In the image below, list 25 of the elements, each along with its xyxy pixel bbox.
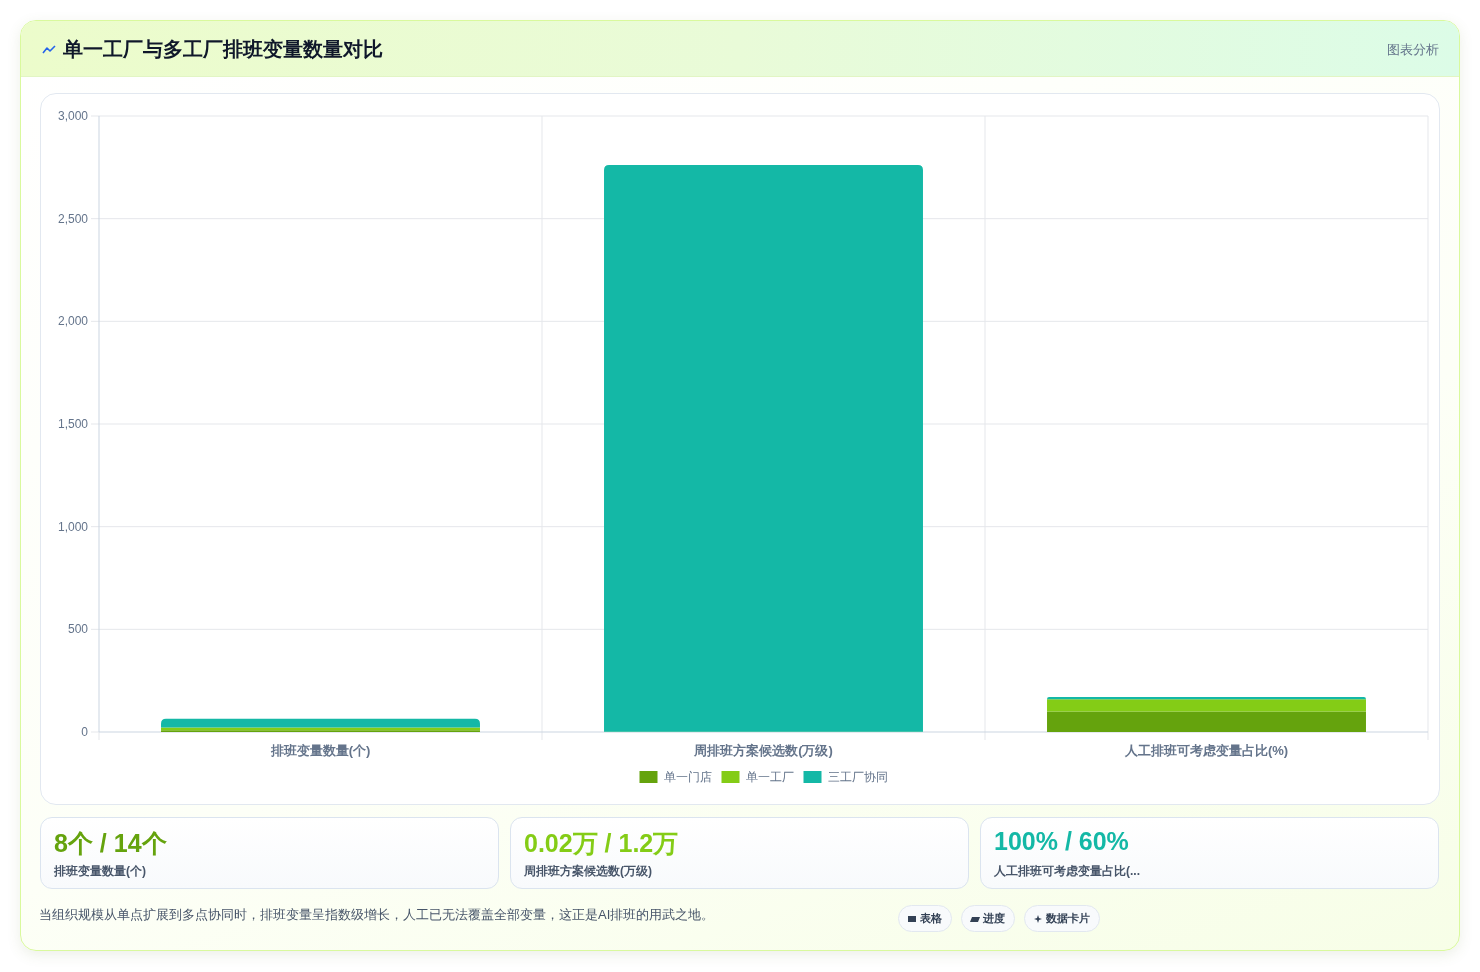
text: 周排班方案候选数(万级) — [524, 863, 652, 880]
text: 排班变量数量(个) — [54, 863, 146, 880]
legend-label: 三工厂协同 — [827, 770, 888, 784]
x-tick-label: 周排班方案候选数(万级) — [693, 743, 833, 758]
text: 0.02万 / 1.2万 — [524, 828, 679, 859]
legend-label: 单一门店 — [663, 770, 712, 784]
text: 人工排班可考虑变量占比(... — [994, 863, 1140, 880]
text: 8个 / 14个 — [54, 828, 167, 859]
y-tick-label: 2,000 — [57, 314, 89, 329]
legend-label: 单一工厂 — [745, 770, 794, 784]
text: 进度 — [983, 911, 1005, 926]
y-tick-label: 1,500 — [57, 417, 89, 431]
y-tick-label: 0 — [81, 725, 89, 739]
y-tick-label: 1,000 — [57, 519, 89, 534]
x-tick-label: 排班变量数量(个) — [269, 743, 371, 758]
text: 表格 — [920, 911, 942, 926]
text: 100% / 60% — [994, 827, 1129, 856]
text: 当组织规模从单点扩展到多点协同时，排班变量呈指数级增长，人工已无法覆盖全部变量，这正是AI排班的用武之地。 — [39, 906, 715, 924]
y-tick-label: 2,500 — [57, 211, 89, 226]
x-tick-label: 人工排班可考虑变量占比(%) — [1123, 743, 1289, 758]
text: 图表分析 — [1387, 41, 1439, 59]
text: 数据卡片 — [1046, 911, 1090, 926]
y-tick-label: 500 — [67, 622, 89, 637]
chart-title: 单一工厂与多工厂排班变量数量对比 — [63, 37, 383, 62]
y-tick-label: 3,000 — [57, 109, 89, 123]
